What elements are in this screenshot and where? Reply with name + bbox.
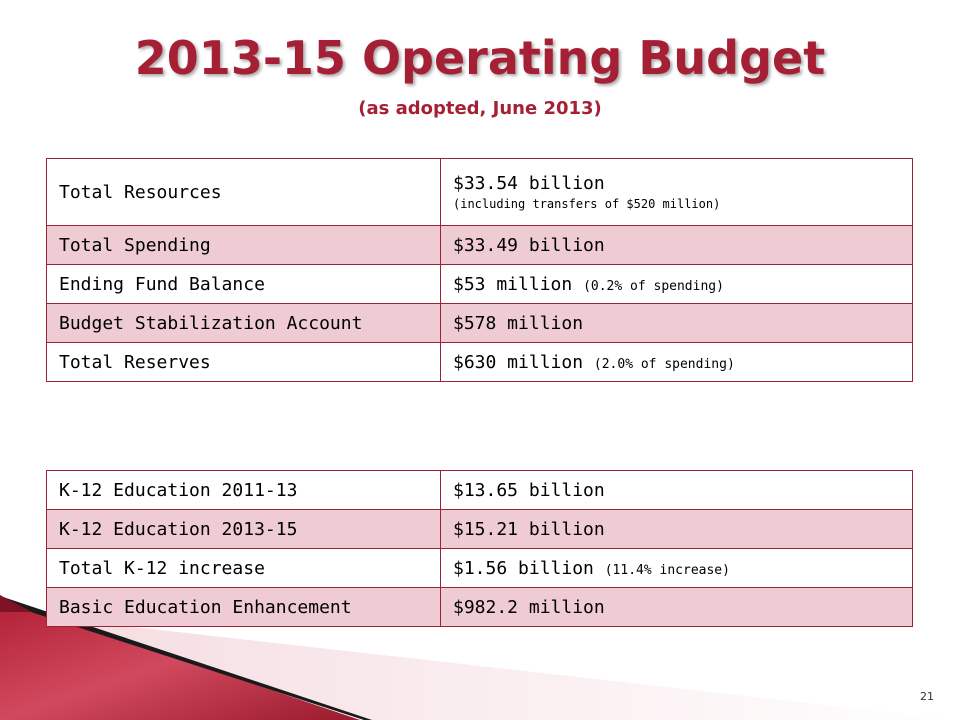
row-value-note: (2.0% of spending) <box>593 356 735 372</box>
page-number: 21 <box>920 690 934 703</box>
table-row: Budget Stabilization Account $578 millio… <box>46 303 913 343</box>
row-label: Total K-12 increase <box>46 548 441 588</box>
k12-education-table: K-12 Education 2011-13 $13.65 billion K-… <box>46 470 913 627</box>
row-label: Ending Fund Balance <box>46 264 441 304</box>
table-row: Total Reserves $630 million (2.0% of spe… <box>46 342 913 382</box>
row-label: Basic Education Enhancement <box>46 587 441 627</box>
row-value: $33.54 billion (including transfers of $… <box>440 158 913 226</box>
slide-subtitle: (as adopted, June 2013) <box>358 98 602 119</box>
table-row: Total Resources $33.54 billion (includin… <box>46 158 913 226</box>
row-label: Budget Stabilization Account <box>46 303 441 343</box>
row-value: $33.49 billion <box>440 225 913 265</box>
row-value-note: (11.4% increase) <box>604 562 730 578</box>
row-label: Total Resources <box>46 158 441 226</box>
budget-summary-table: Total Resources $33.54 billion (includin… <box>46 158 913 382</box>
row-value-amount: $33.54 billion <box>453 173 605 194</box>
row-value-amount: $15.21 billion <box>453 518 605 540</box>
row-label: Total Spending <box>46 225 441 265</box>
row-value-amount: $13.65 billion <box>453 479 605 501</box>
row-value: $982.2 million <box>440 587 913 627</box>
row-value: $578 million <box>440 303 913 343</box>
row-value-note: (including transfers of $520 million) <box>453 197 721 211</box>
table-row: K-12 Education 2011-13 $13.65 billion <box>46 470 913 510</box>
table-row: Total Spending $33.49 billion <box>46 225 913 265</box>
row-value-amount: $53 million <box>453 273 573 295</box>
row-label: K-12 Education 2011-13 <box>46 470 441 510</box>
slide-title: 2013-15 Operating Budget <box>134 31 826 85</box>
table-row: Ending Fund Balance $53 million (0.2% of… <box>46 264 913 304</box>
row-value-amount: $33.49 billion <box>453 234 605 256</box>
table-row: K-12 Education 2013-15 $15.21 billion <box>46 509 913 549</box>
row-value: $630 million (2.0% of spending) <box>440 342 913 382</box>
row-label: Total Reserves <box>46 342 441 382</box>
row-value-amount: $982.2 million <box>453 596 605 618</box>
row-value-amount: $1.56 billion <box>453 557 594 579</box>
row-value: $13.65 billion <box>440 470 913 510</box>
table-row: Basic Education Enhancement $982.2 milli… <box>46 587 913 627</box>
row-value-amount: $630 million <box>453 351 584 373</box>
row-value-amount: $578 million <box>453 312 584 334</box>
row-value: $15.21 billion <box>440 509 913 549</box>
table-row: Total K-12 increase $1.56 billion (11.4%… <box>46 548 913 588</box>
row-value-note: (0.2% of spending) <box>583 278 724 294</box>
row-value: $53 million (0.2% of spending) <box>440 264 913 304</box>
row-label: K-12 Education 2013-15 <box>46 509 441 549</box>
row-value: $1.56 billion (11.4% increase) <box>440 548 913 588</box>
